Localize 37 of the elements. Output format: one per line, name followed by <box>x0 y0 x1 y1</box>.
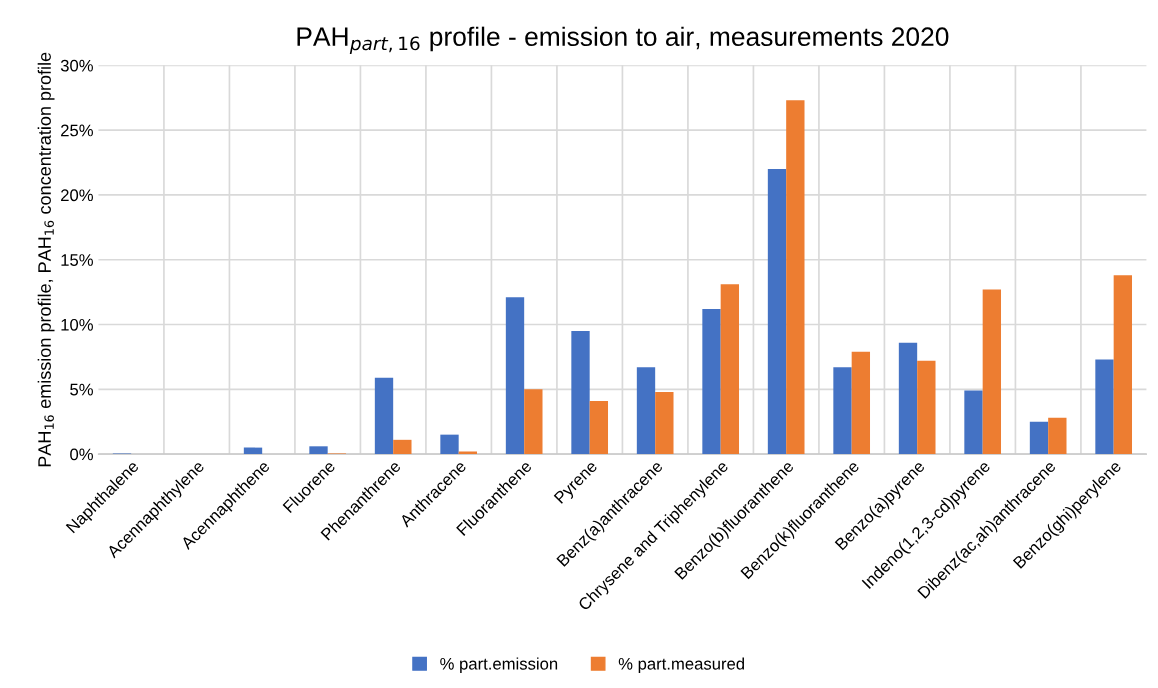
legend-label: % part.measured <box>618 657 744 673</box>
y-axis-title: PAH$_{16}$ emission profile, PAH$_{16}$ concentration profile <box>37 52 55 467</box>
y-tick-label: 10% <box>61 318 93 331</box>
legend-label: % part.emission <box>440 657 558 673</box>
bar <box>1029 421 1049 455</box>
bar <box>309 446 328 455</box>
bar <box>982 289 1002 455</box>
bar <box>1113 275 1133 455</box>
bar <box>243 447 263 455</box>
bar <box>964 390 983 455</box>
bar <box>767 169 787 455</box>
bar <box>374 377 394 455</box>
bar <box>636 367 656 455</box>
bar <box>917 360 936 455</box>
bar <box>655 391 674 455</box>
bar <box>440 434 459 455</box>
bar <box>505 297 525 455</box>
bar <box>786 100 805 455</box>
bar <box>393 439 412 455</box>
bar <box>898 342 918 455</box>
bar <box>571 330 590 455</box>
bar <box>524 389 543 455</box>
bar <box>1095 359 1114 455</box>
chart-title: PAH$_{part,16}$ profile - emission to air, measurements 2020 <box>297 26 949 54</box>
y-tick-label: 15% <box>61 254 93 266</box>
bar <box>833 367 852 455</box>
bar <box>1048 417 1067 455</box>
bar <box>458 451 478 455</box>
y-tick-label: 0% <box>70 448 93 461</box>
y-tick-label: 5% <box>70 383 93 396</box>
y-tick-label: 25% <box>61 124 93 137</box>
bar <box>851 351 871 455</box>
y-tick-label: 20% <box>61 189 93 202</box>
y-tick-label: 30% <box>60 59 93 72</box>
bar <box>720 284 740 455</box>
bar <box>702 308 721 455</box>
bar <box>589 400 609 455</box>
